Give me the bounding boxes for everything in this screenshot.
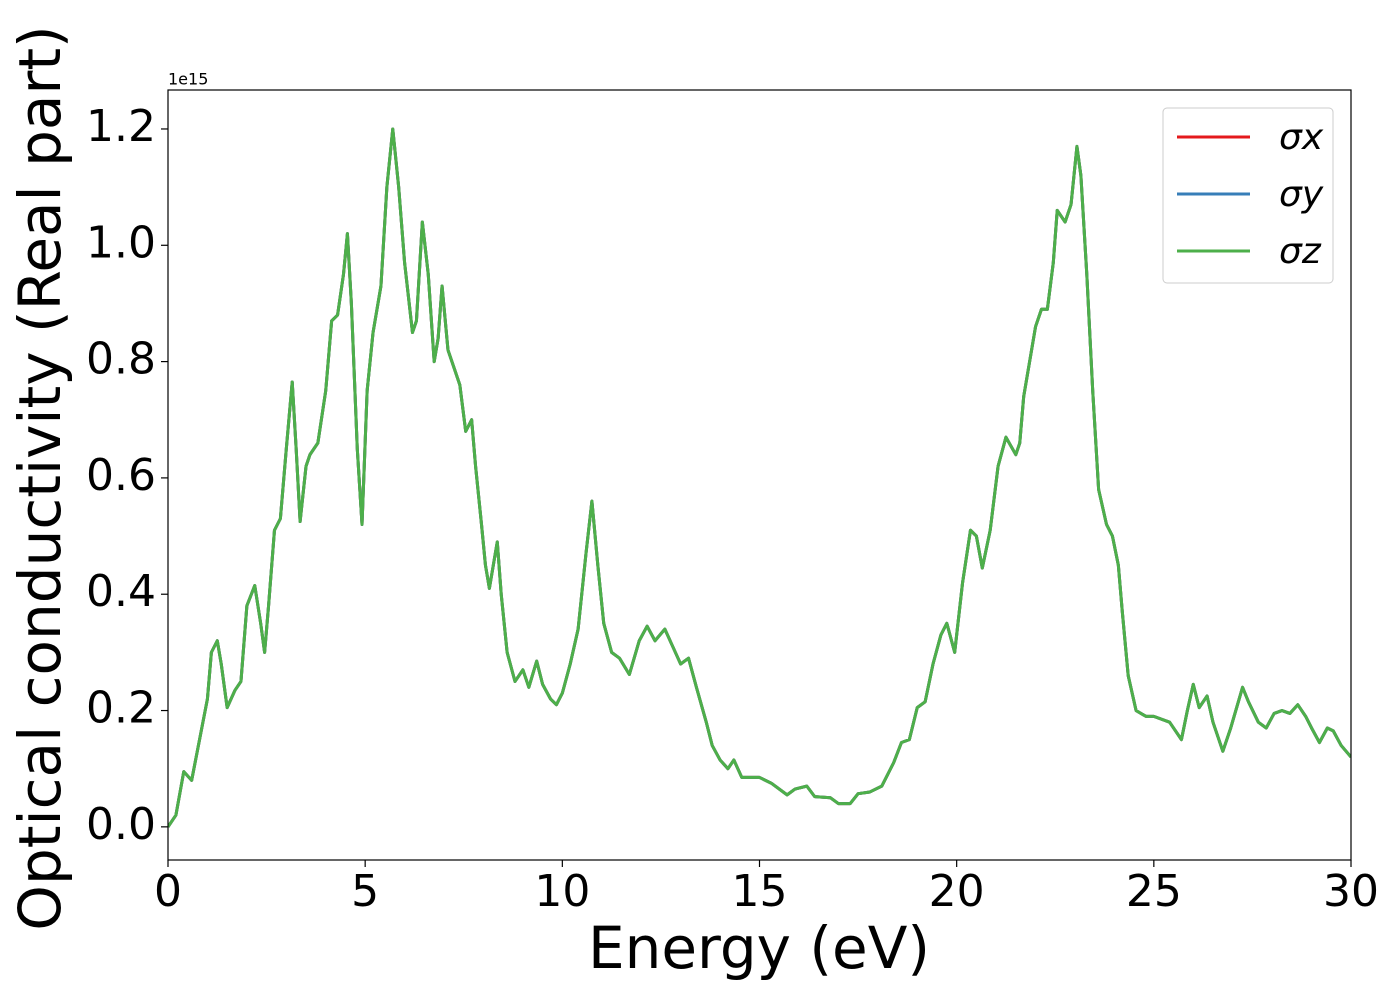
x-tick-label: 25 [1126, 866, 1182, 917]
y-tick-label: 0.4 [86, 566, 156, 617]
x-tick-label: 5 [351, 866, 379, 917]
legend-label: σy [1279, 174, 1324, 215]
y-tick-label: 0.0 [86, 799, 156, 850]
x-axis-label: Energy (eV) [588, 914, 930, 982]
x-tick-label: 15 [732, 866, 788, 917]
x-tick-label: 30 [1323, 866, 1379, 917]
y-tick-label: 0.6 [86, 450, 156, 501]
y-tick-label: 0.2 [86, 683, 156, 734]
x-tick-label: 0 [154, 866, 182, 917]
plot-frame [167, 89, 1352, 861]
y-tick-label: 0.8 [86, 334, 156, 385]
legend-label: σx [1279, 117, 1324, 158]
y-tick-label: 1.0 [86, 217, 156, 268]
legend-label: σz [1279, 231, 1322, 272]
y-axis-label: Optical conductivity (Real part) [6, 25, 74, 930]
series-line [168, 127, 1351, 828]
offset-label: 1e15 [168, 70, 208, 89]
x-tick-label: 20 [929, 866, 985, 917]
x-tick-label: 10 [534, 866, 590, 917]
y-tick-label: 1.2 [86, 101, 156, 152]
